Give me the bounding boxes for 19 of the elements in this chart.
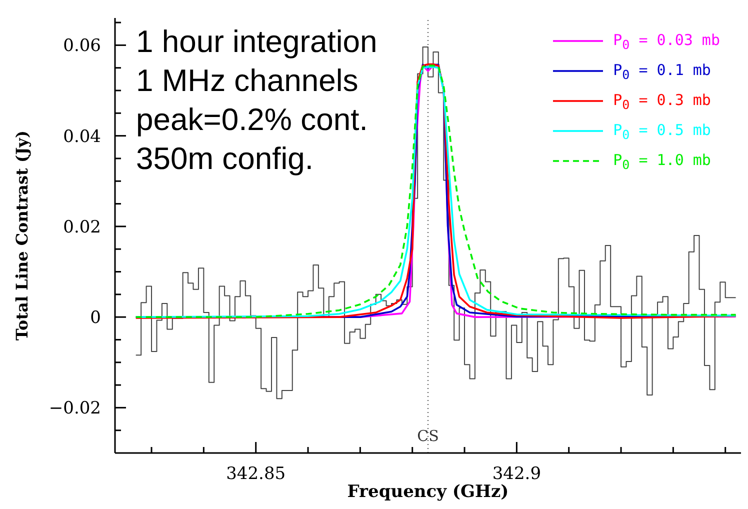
y-axis-title: Total Line Contrast (Jy) [12, 130, 32, 341]
annotation: 350m config. [136, 140, 314, 178]
x-tick-label: 342.9 [492, 464, 542, 484]
y-tick-label: 0.04 [63, 126, 101, 147]
y-tick-label: 0.06 [63, 36, 101, 56]
y-tick-label: 0 [90, 308, 101, 328]
legend-label: P$_{0}$ = 0.1 mb [613, 60, 711, 82]
y-tick-label: −0.02 [48, 398, 101, 419]
legend-label: P$_{0}$ = 0.3 mb [613, 90, 711, 112]
ref-line-label: CS [417, 427, 439, 445]
annotation: 1 hour integration [136, 23, 378, 61]
legend-label: P$_{0}$ = 0.5 mb [613, 120, 711, 142]
y-tick-label: 0.02 [63, 217, 101, 238]
legend-label: P$_{0}$ = 0.03 mb [613, 30, 720, 52]
annotation: 1 MHz channels [136, 62, 360, 100]
x-tick-label: 342.85 [226, 464, 286, 484]
annotation: peak=0.2% cont. [136, 101, 369, 139]
x-axis-title: Frequency (GHz) [347, 482, 509, 502]
legend-label: P$_{0}$ = 1.0 mb [613, 150, 711, 172]
